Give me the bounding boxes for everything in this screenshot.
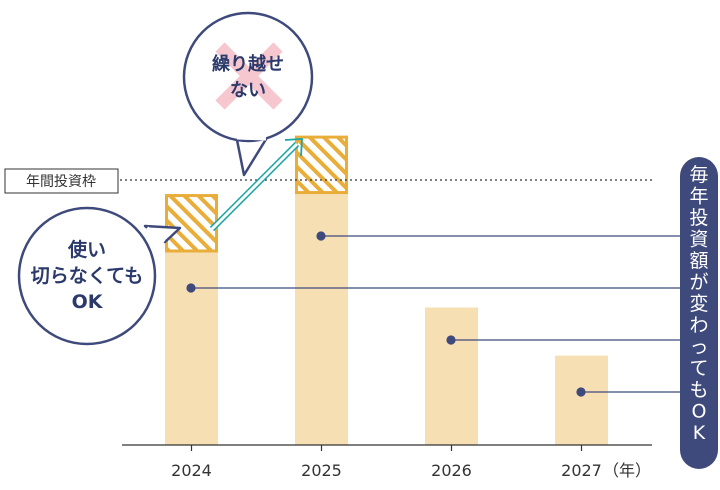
x-tick-label-2025: 2025 — [301, 461, 342, 480]
hatched-segment-2025 — [295, 135, 348, 195]
x-tick-label-2027: 2027 — [561, 461, 602, 480]
bar-2024 — [165, 252, 218, 445]
hatched-segment-2024 — [165, 194, 218, 253]
cross-mark — [215, 42, 283, 110]
bar-2025 — [295, 183, 348, 445]
unused-bubble: 使い 切らなくても OK — [17, 206, 182, 346]
unused-line-3: OK — [72, 291, 104, 313]
x-unit-label: （年） — [603, 461, 651, 480]
carry-arrow — [209, 138, 303, 232]
side-note: 毎年投資額が変わっても O K — [680, 157, 718, 469]
reference-label-box — [4, 168, 119, 194]
unused-line-2: 切らなくても — [31, 265, 143, 287]
bar-2027 — [555, 355, 608, 445]
no-carry-line-1: 繰り越せ — [212, 53, 284, 75]
side-note-text: 毎年投資額が変わっても O K — [689, 164, 708, 444]
x-tick-label-2024: 2024 — [171, 461, 212, 480]
connectors — [186, 231, 680, 397]
unused-line-1: 使い — [67, 239, 106, 261]
no-carry-bubble: 繰り越せ ない — [182, 11, 314, 177]
x-tick-label-2026: 2026 — [431, 461, 472, 480]
reference-label: 年間投資枠 — [26, 174, 96, 190]
side-note-pill — [680, 157, 718, 469]
no-carry-line-2: ない — [230, 80, 266, 101]
bar-2026 — [425, 307, 478, 445]
